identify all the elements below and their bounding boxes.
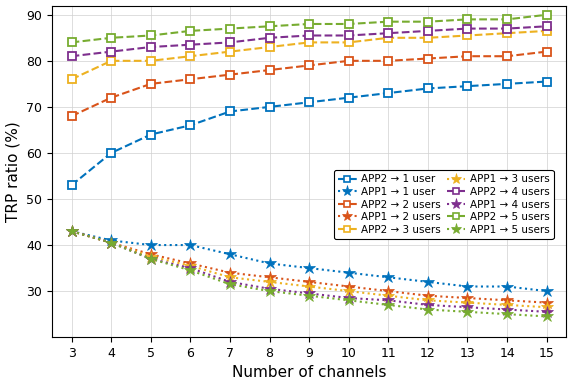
X-axis label: Number of channels: Number of channels — [232, 366, 387, 381]
Legend: APP2 → 1 user, APP1 → 1 user, APP2 → 2 users, APP1 → 2 users, APP2 → 3 users, AP: APP2 → 1 user, APP1 → 1 user, APP2 → 2 u… — [333, 170, 554, 239]
Y-axis label: TRP ratio (%): TRP ratio (%) — [6, 121, 21, 222]
